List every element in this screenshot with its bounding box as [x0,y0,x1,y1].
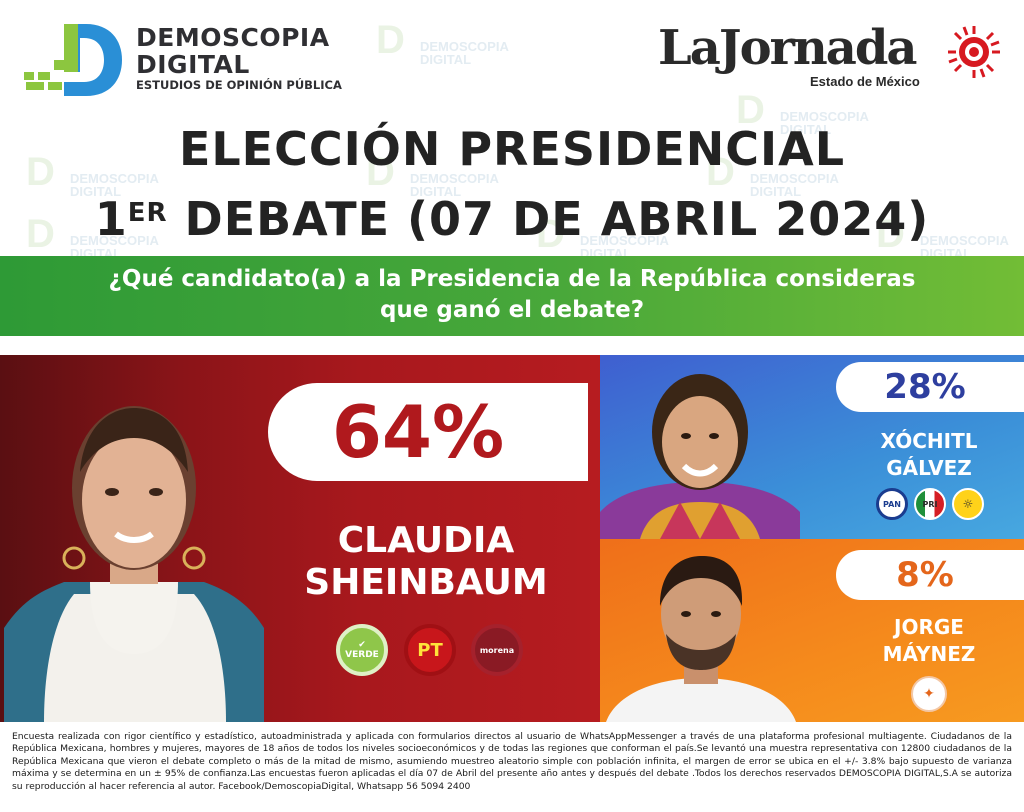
prd-party-icon: ☼ [952,488,984,520]
la-jornada-logo: LaJornada Estado de México [658,22,1008,92]
morena-party-icon: morena [471,624,523,676]
candidate-percent: 64% [331,390,505,474]
woman-portrait-icon [600,374,800,539]
methodology-note: Encuesta realizada con rigor científico … [12,731,1012,792]
candidate-percent: 8% [896,555,954,595]
demoscopia-digital-logo: DEMOSCOPIA DIGITAL ESTUDIOS DE OPINIÓN P… [24,20,364,100]
la-jornada-name: LaJornada [658,20,918,76]
percent-box [268,383,588,481]
pt-party-icon: PT [404,624,456,676]
candidate-name: JORGE MÁYNEZ [882,615,976,666]
man-portrait-icon [606,556,796,722]
question-banner: ¿Qué candidato(a) a la Presidencia de la… [0,256,1024,336]
candidate-percent: 28% [884,367,966,407]
candidate-name: CLAUDIA SHEINBAUM [304,520,548,603]
verde-party-icon: ✔ VERDE [336,624,388,676]
woman-portrait-icon [4,406,264,722]
page-title: ELECCIÓN PRESIDENCIAL [178,122,846,176]
percent-box [836,550,1024,600]
brand-name: DEMOSCOPIA DIGITAL [136,23,330,79]
mc-party-icon: ✦ [911,676,947,712]
pri-party-icon: PRI [914,488,946,520]
page-subtitle: 1ER DEBATE (07 DE ABRIL 2024) [94,192,930,246]
percent-box [836,362,1024,412]
demoscopia-d-icon [24,24,122,96]
pan-party-icon: PAN [876,488,908,520]
watermark: D DEMOSCOPIA DIGITAL [376,18,509,67]
brand-tagline: ESTUDIOS DE OPINIÓN PÚBLICA [136,78,342,92]
candidate-name: XÓCHITL GÁLVEZ [880,429,978,480]
sun-icon [948,26,1000,78]
la-jornada-edition: Estado de México [810,74,920,89]
